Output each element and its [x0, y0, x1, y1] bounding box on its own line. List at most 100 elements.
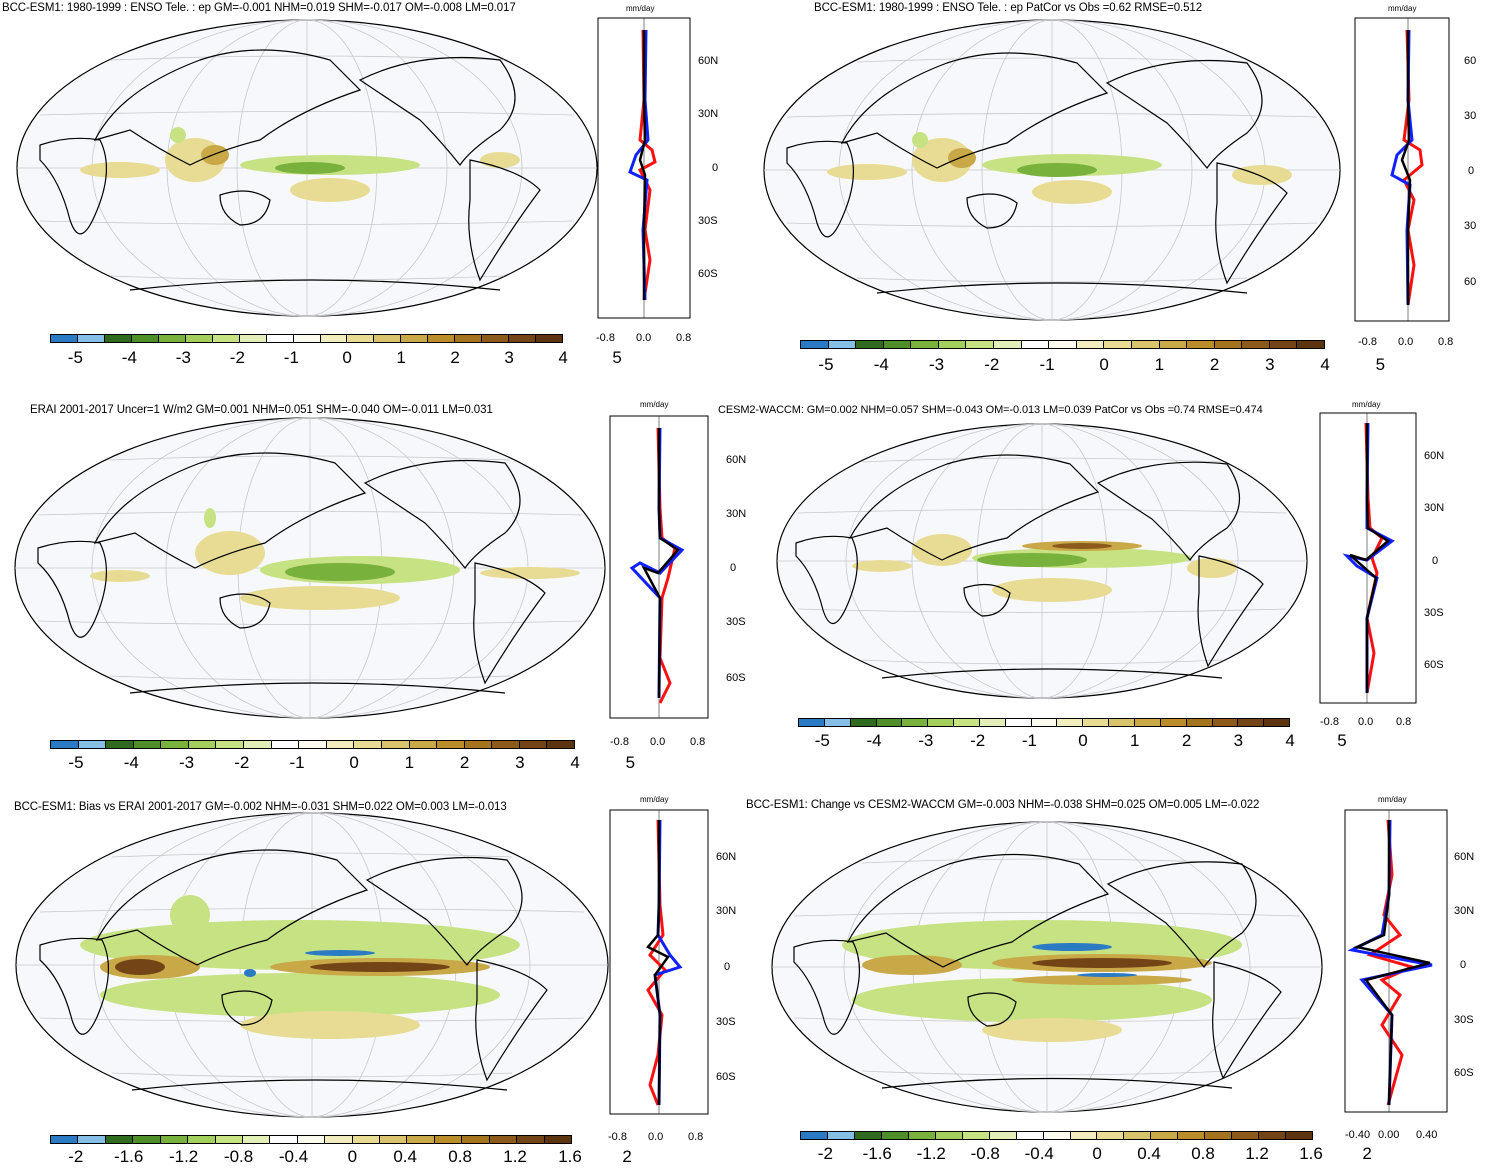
colorbar-swatch [373, 335, 401, 342]
colorbar-swatch [1211, 719, 1238, 726]
xtick: -0.40 [1345, 1129, 1371, 1141]
xtick: 0.00 [1378, 1129, 1400, 1141]
colorbar-label: -3 [175, 348, 191, 367]
colorbar-label: -2 [817, 1144, 833, 1163]
colorbar-swatch [801, 1132, 827, 1139]
ytick: 60 [1464, 276, 1477, 288]
colorbar-swatch [351, 1136, 380, 1143]
xtick: 0.0 [636, 332, 652, 344]
colorbar-6 [800, 1131, 1313, 1140]
ytick: 0 [712, 162, 719, 174]
colorbar-label: -1 [1021, 731, 1037, 750]
colorbar-swatch [978, 719, 1005, 726]
colorbar-swatch [241, 1136, 270, 1143]
ytick: 0 [1460, 959, 1467, 971]
colorbar-swatch [270, 741, 299, 748]
colorbar-swatch [77, 1136, 105, 1143]
colorbar-label: 5 [625, 753, 636, 772]
colorbar-swatch [379, 1136, 407, 1143]
colorbar-swatch [353, 741, 381, 748]
colorbar-label: 2 [450, 348, 460, 367]
colorbar-swatch [214, 1136, 242, 1143]
colorbar-swatch [408, 741, 437, 748]
colorbar-swatch [1204, 1132, 1232, 1139]
colorbar-swatch [436, 741, 464, 748]
ytick: 60N [1454, 851, 1475, 863]
colorbar-label: 0 [342, 348, 352, 367]
xtick: 0.8 [688, 1131, 704, 1143]
colorbar-swatch [823, 719, 850, 726]
colorbar-swatch [238, 335, 266, 342]
colorbar-swatch [292, 335, 320, 342]
colorbar-swatch [1237, 719, 1264, 726]
colorbar-swatch [882, 341, 911, 348]
xtick: 0.0 [1398, 336, 1414, 348]
colorbar-swatch [461, 1136, 489, 1143]
zonal-plot-2 [1354, 17, 1450, 322]
colorbar-swatch [853, 1132, 881, 1139]
colorbar-label: 1.6 [558, 1147, 582, 1166]
colorbar-swatch [1158, 341, 1187, 348]
ytick: 0 [724, 961, 731, 973]
colorbar-swatch [491, 741, 519, 748]
colorbar-label: 1.6 [1299, 1144, 1323, 1163]
xtick: 0.8 [1396, 716, 1412, 728]
xtick: 0.0 [650, 736, 666, 748]
colorbar-label: -0.4 [1024, 1144, 1054, 1163]
zonal-plot-6 [1344, 809, 1448, 1113]
colorbar-swatch [1108, 719, 1134, 726]
colorbar-swatch [518, 741, 547, 748]
ytick: 60N [1424, 450, 1445, 462]
colorbar-label: -3 [928, 355, 945, 374]
xtick: -0.8 [1358, 336, 1377, 348]
ytick: 60N [726, 454, 747, 466]
colorbar-swatch [187, 1136, 215, 1143]
colorbar-swatch [799, 719, 824, 726]
colorbar-label: -1.6 [114, 1147, 144, 1166]
colorbar-label: 3 [1265, 355, 1275, 374]
colorbar-swatch [1123, 1132, 1151, 1139]
zonal-plot-3 [609, 415, 709, 719]
colorbar-label: -4 [123, 753, 139, 772]
colorbar-label: -0.8 [970, 1144, 1000, 1163]
ytick: 30N [698, 108, 719, 120]
zonal-unit: mm/day [640, 795, 669, 804]
colorbar-swatch [965, 341, 994, 348]
ytick: 60S [1424, 659, 1444, 671]
ytick: 30S [1424, 607, 1444, 619]
colorbar-4 [798, 718, 1290, 727]
colorbar-label: 0.8 [1191, 1144, 1215, 1163]
colorbar-swatch [132, 741, 161, 748]
colorbar-label: 0 [1099, 355, 1109, 374]
colorbar-swatch [51, 741, 78, 748]
colorbar-swatch [937, 341, 966, 348]
ytick: 30N [726, 508, 747, 520]
ytick: 60S [698, 268, 718, 280]
colorbar-swatch [546, 741, 574, 748]
ytick: 60S [1454, 1067, 1474, 1079]
ytick: 60 [1464, 55, 1477, 67]
colorbar-swatch [51, 335, 77, 342]
ytick: 30S [726, 616, 746, 628]
colorbar-label: -1.2 [916, 1144, 946, 1163]
colorbar-swatch [1075, 341, 1104, 348]
colorbar-label: 0 [347, 1147, 358, 1166]
colorbar-swatch [159, 1136, 188, 1143]
colorbar-swatch [269, 1136, 297, 1143]
colorbar-swatch [211, 335, 239, 342]
ytick: 0 [1468, 165, 1475, 177]
colorbar-label: -2 [970, 731, 986, 750]
colorbar-swatch [1015, 1132, 1043, 1139]
zonal-unit: mm/day [626, 4, 655, 13]
panel-5: BCC-ESM1: Bias vs ERAI 2001-2017 GM=-0.0… [0, 795, 745, 1169]
xtick: 0.0 [1358, 716, 1374, 728]
colorbar-label: 4 [1320, 355, 1330, 374]
colorbar-label: 1 [396, 348, 406, 367]
colorbar-label: 1.2 [1245, 1144, 1269, 1163]
colorbar-swatch [1258, 1132, 1286, 1139]
colorbar-swatch [801, 341, 828, 348]
colorbar-swatch [215, 741, 244, 748]
colorbar-swatch [1241, 341, 1269, 348]
colorbar-swatch [1030, 719, 1057, 726]
colorbar-label: 0.4 [393, 1147, 417, 1166]
